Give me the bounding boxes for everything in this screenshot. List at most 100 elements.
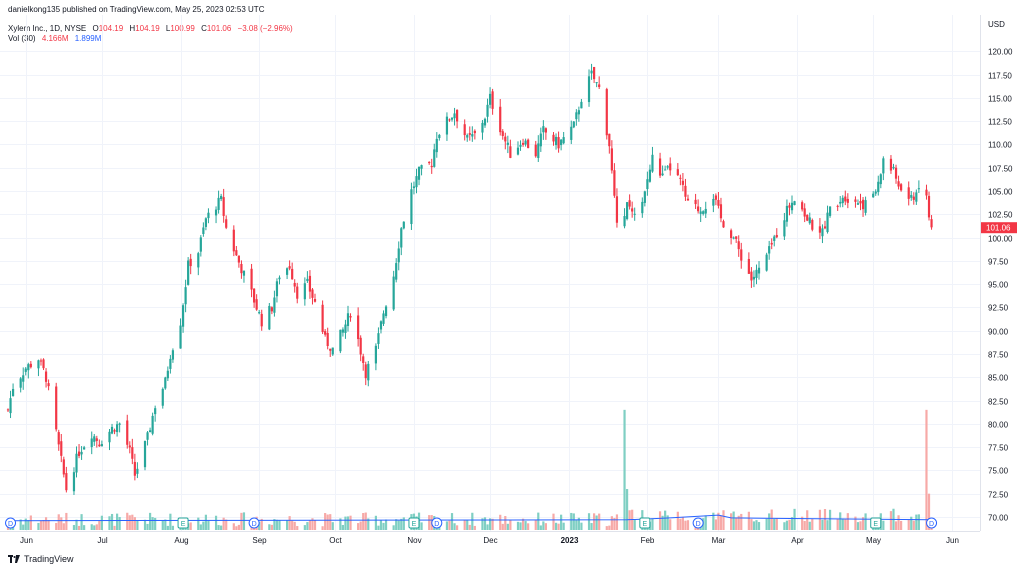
volume-bar	[577, 517, 580, 530]
candle-body	[433, 149, 436, 167]
volume-bar	[826, 520, 829, 530]
candle-body	[242, 270, 246, 276]
candle-body	[420, 165, 423, 169]
candle-body	[864, 200, 867, 213]
event-markers: D D D D DE E E E	[5, 517, 938, 529]
volume-bar	[151, 517, 154, 530]
volume-bar	[483, 517, 487, 530]
volume-bar	[846, 513, 849, 530]
candle-body	[397, 248, 400, 263]
volume-bar	[22, 524, 25, 530]
time-axis[interactable]: Jun Jul Aug Sep Oct Nov Dec 2023 Feb Mar Apr May Jun	[20, 536, 959, 545]
volume-bar	[55, 522, 58, 530]
volume-bar	[463, 520, 466, 530]
volume-bar	[311, 518, 314, 530]
candle-body	[27, 364, 30, 371]
volume-bar	[623, 409, 626, 530]
candle-body	[631, 208, 634, 212]
volume-bar	[402, 517, 405, 530]
volume-bar	[367, 518, 370, 530]
candle-body	[488, 93, 492, 105]
volume-bar	[836, 518, 839, 530]
volume-bar	[806, 510, 809, 530]
candle-body	[757, 267, 761, 274]
candle-body	[773, 236, 776, 241]
volume-bar	[900, 520, 903, 530]
volume-bar	[539, 525, 542, 530]
volume-bar	[775, 518, 778, 530]
x-tick-label: Nov	[407, 536, 421, 545]
volume-bar	[625, 489, 629, 530]
candle-body	[253, 288, 256, 303]
volume-bar	[544, 523, 547, 530]
candle-body	[392, 276, 395, 310]
volume-label[interactable]: Vol (30)	[8, 34, 36, 43]
volume-bar	[400, 518, 403, 530]
volume-bar	[595, 515, 598, 530]
volume-bar	[542, 521, 545, 530]
volume-bar	[504, 516, 507, 530]
candle-body	[468, 133, 471, 135]
candle-body	[661, 173, 664, 176]
volume-bar	[126, 512, 129, 530]
candle-body	[118, 423, 121, 425]
dividend-marker-shape	[5, 517, 17, 529]
candle-body	[651, 154, 654, 172]
candle-body	[499, 106, 502, 133]
volume-bar	[171, 525, 175, 530]
volume-bar	[882, 520, 885, 530]
candle-body	[524, 140, 527, 145]
price-axis[interactable]: 70.00 72.50 75.00 77.50 80.00 82.50 85.00 87.50…	[988, 48, 1013, 523]
candle-body	[62, 459, 65, 475]
candle-body	[818, 226, 822, 233]
dividend-marker-letter: D	[434, 521, 439, 528]
candle-body	[207, 212, 210, 219]
volume-bar	[856, 522, 860, 530]
candle-body	[270, 307, 273, 312]
candle-body	[126, 420, 129, 445]
candle-body	[77, 451, 81, 456]
dividend-marker-shape	[926, 517, 938, 529]
earnings-marker-shape	[408, 517, 420, 529]
volume-bar	[861, 517, 865, 530]
candle-body	[788, 205, 791, 208]
volume-bar	[143, 519, 147, 530]
volume-bar	[258, 521, 261, 530]
volume-bar	[790, 517, 794, 530]
volume-bar	[293, 521, 296, 530]
legend-ohlc: Xylem Inc., 1D, NYSE O104.19 H104.19 L10…	[8, 24, 293, 33]
volume-bar	[166, 525, 169, 530]
symbol-name[interactable]: Xylem Inc., 1D, NYSE	[8, 24, 87, 33]
volume-bar	[593, 513, 596, 530]
candle-body	[44, 371, 48, 382]
volume-bar	[285, 520, 289, 530]
volume-bar	[864, 513, 867, 530]
volume-bar	[260, 518, 263, 530]
volume-bar	[382, 522, 385, 530]
candle-body	[554, 136, 558, 146]
candle-body	[473, 130, 476, 134]
candle-body	[483, 118, 487, 126]
candle-body	[501, 131, 504, 136]
candle-body	[768, 246, 771, 254]
candle-body	[47, 383, 50, 387]
volume-bar	[684, 520, 687, 530]
candle-body	[811, 220, 814, 230]
candle-body	[273, 297, 276, 313]
x-tick-label: Dec	[483, 536, 497, 545]
candle-body	[72, 472, 76, 492]
y-tick-label: 102.50	[988, 211, 1013, 220]
x-tick-label: May	[866, 536, 881, 545]
candle-body	[402, 221, 405, 229]
candle-body	[740, 249, 743, 261]
candle-body	[148, 430, 152, 433]
dividend-marker-shape	[692, 517, 704, 529]
candle-body	[357, 315, 360, 340]
candle-body	[415, 176, 418, 188]
volume-bar	[321, 526, 324, 530]
volume-bar	[288, 516, 291, 530]
candle-body	[704, 208, 707, 214]
y-tick-label: 110.00	[988, 141, 1012, 150]
dividend-marker-letter: D	[252, 521, 257, 528]
